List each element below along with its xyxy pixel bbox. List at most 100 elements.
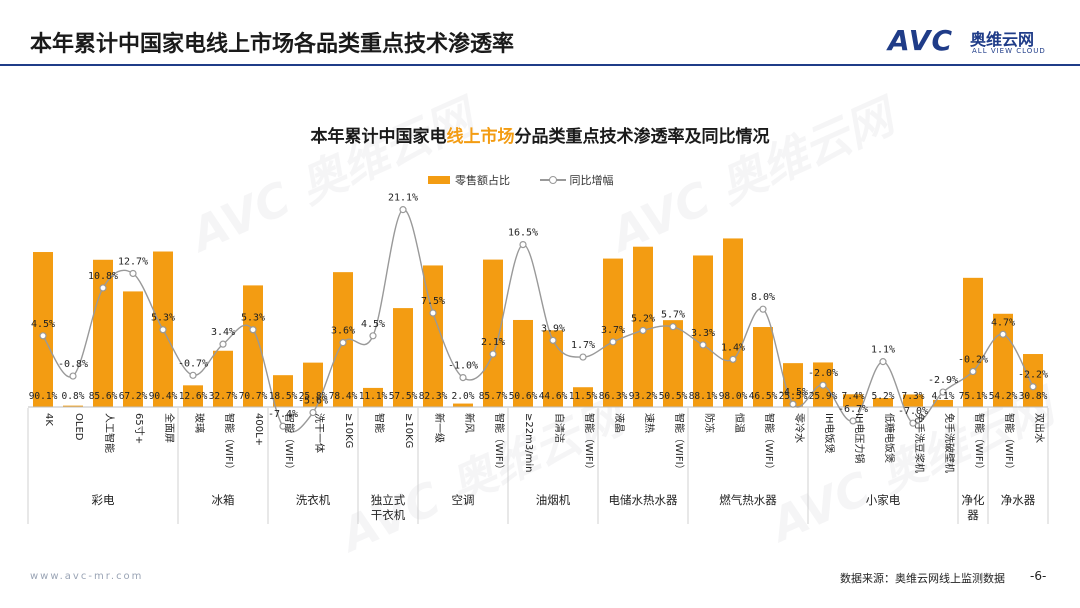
yoy-point bbox=[189, 371, 197, 379]
share-label: 30.8% bbox=[1019, 391, 1048, 402]
yoy-point bbox=[159, 326, 167, 334]
yoy-point bbox=[219, 340, 227, 348]
group-label: 干衣机 bbox=[371, 508, 406, 522]
yoy-label: 5.7% bbox=[661, 310, 685, 321]
yoy-point bbox=[99, 284, 107, 292]
group-label: 独立式 bbox=[371, 493, 406, 507]
yoy-label: -2.0% bbox=[808, 368, 838, 379]
yoy-label: 10.8% bbox=[88, 271, 118, 282]
share-label: 11.1% bbox=[359, 391, 388, 402]
category-tick-label: 智能（WIFI） bbox=[583, 413, 596, 475]
group-label: 净化 bbox=[962, 493, 985, 507]
bar-share bbox=[483, 259, 503, 407]
group-label: 空调 bbox=[452, 493, 475, 507]
yoy-point bbox=[609, 338, 617, 346]
chart-legend: 零售额占比 同比增幅 bbox=[428, 172, 614, 188]
bar-share bbox=[963, 277, 983, 407]
category-tick-label: OLED bbox=[73, 413, 84, 441]
yoy-point bbox=[339, 339, 347, 347]
legend-line-swatch bbox=[539, 176, 566, 184]
group-label: 小家电 bbox=[866, 493, 901, 507]
bar-share bbox=[663, 320, 683, 407]
footer-source: 数据来源：奥维云网线上监测数据 bbox=[840, 572, 1005, 585]
bar-share bbox=[783, 363, 803, 407]
share-label: 54.2% bbox=[989, 391, 1018, 402]
legend-bar-label: 零售额占比 bbox=[455, 174, 510, 187]
yoy-label: 3.6% bbox=[331, 326, 355, 337]
yoy-point bbox=[969, 367, 977, 376]
yoy-point bbox=[369, 332, 377, 340]
yoy-label: 3.4% bbox=[211, 327, 235, 338]
category-tick-label: 智能（WIFI） bbox=[673, 413, 686, 475]
bar-share bbox=[453, 403, 473, 407]
bar-share bbox=[63, 405, 83, 407]
yoy-label: -6.7% bbox=[838, 404, 868, 415]
category-tick-label: IH电饭煲 bbox=[823, 413, 836, 453]
yoy-label: -0.7% bbox=[178, 358, 208, 369]
yoy-point bbox=[1029, 383, 1037, 391]
logo-en-text: ALL VIEW CLOUD bbox=[972, 47, 1046, 55]
group-label: 净水器 bbox=[1001, 493, 1036, 507]
share-label: 2.0% bbox=[452, 391, 475, 402]
yoy-label: 7.5% bbox=[421, 296, 445, 307]
bar-share bbox=[573, 387, 593, 407]
category-tick-label: ≥22m3/min bbox=[523, 413, 534, 472]
chart-title-part: 分品类重点技术渗透率及同比情况 bbox=[514, 127, 770, 147]
category-tick-label: 低糖电饭煲 bbox=[883, 413, 896, 463]
bar-share bbox=[633, 246, 653, 407]
category-tick-label: 新风 bbox=[463, 413, 476, 433]
yoy-point bbox=[549, 336, 557, 344]
category-tick-label: 液晶 bbox=[613, 413, 626, 433]
bar-share bbox=[183, 385, 203, 407]
yoy-point bbox=[879, 358, 887, 366]
share-label: 25.9% bbox=[809, 391, 838, 402]
category-tick-label: 人工智能 bbox=[103, 413, 116, 453]
share-label: 85.7% bbox=[479, 391, 508, 402]
share-label: 90.1% bbox=[29, 391, 58, 402]
yoy-label: 8.0% bbox=[751, 292, 775, 303]
title-divider bbox=[0, 64, 1080, 66]
bar-share bbox=[1023, 354, 1043, 407]
category-tick-label: 玻璃 bbox=[193, 413, 206, 433]
category-tick-label: 新一级 bbox=[433, 413, 446, 443]
yoy-label: 12.7% bbox=[118, 256, 148, 267]
bar-share bbox=[93, 259, 113, 407]
share-label: 82.3% bbox=[419, 391, 448, 402]
share-label: 70.7% bbox=[239, 391, 268, 402]
yoy-label: 1.7% bbox=[571, 340, 595, 351]
legend-line-label: 同比增幅 bbox=[569, 174, 614, 187]
penetration-chart: 4.5% -0.8% 10.8%12.7% 5.3% -0.7% 3.4% 5.3% -7.4… bbox=[27, 193, 1049, 524]
category-tick-label: 智能（WIFI） bbox=[223, 413, 236, 475]
yoy-point bbox=[129, 269, 137, 278]
share-label: 5.2% bbox=[872, 391, 895, 402]
group-label: 油烟机 bbox=[536, 493, 571, 507]
category-tick-label: 免手洗破壁机 bbox=[943, 413, 956, 473]
share-label: 50.6% bbox=[509, 391, 538, 402]
yoy-label: 4.7% bbox=[991, 317, 1015, 328]
page-number: -6- bbox=[1030, 569, 1047, 583]
share-label: 0.8% bbox=[62, 391, 85, 402]
bar-share bbox=[243, 285, 263, 407]
yoy-point bbox=[789, 400, 797, 408]
group-label: 洗衣机 bbox=[296, 493, 331, 507]
share-label: 57.5% bbox=[389, 391, 418, 402]
yoy-label: 4.5% bbox=[31, 319, 55, 330]
yoy-point bbox=[429, 309, 437, 317]
share-label: 75.1% bbox=[959, 391, 988, 402]
yoy-point bbox=[639, 326, 647, 335]
yoy-label: 5.3% bbox=[151, 313, 175, 324]
group-label: 彩电 bbox=[92, 493, 115, 507]
share-label: 78.4% bbox=[329, 391, 358, 402]
group-label: 冰箱 bbox=[212, 493, 235, 507]
yoy-point bbox=[819, 381, 827, 389]
share-label: 93.2% bbox=[629, 391, 658, 402]
yoy-point bbox=[39, 332, 47, 340]
page-title: 本年累计中国家电线上市场各品类重点技术渗透率 bbox=[30, 32, 515, 57]
yoy-point bbox=[279, 422, 287, 430]
bar-share bbox=[903, 394, 923, 407]
category-tick-label: 4K bbox=[43, 413, 54, 426]
share-label: 12.6% bbox=[179, 391, 208, 402]
bar-share bbox=[693, 255, 713, 407]
category-tick-label: 智能（WIFI） bbox=[1003, 413, 1016, 475]
bar-share bbox=[603, 258, 623, 407]
